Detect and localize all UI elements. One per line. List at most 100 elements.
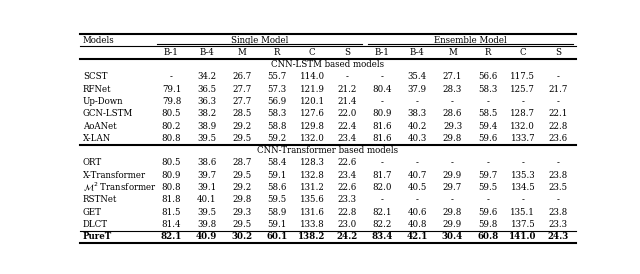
Text: 28.6: 28.6 — [443, 109, 462, 118]
Text: X-LAN: X-LAN — [83, 134, 111, 143]
Text: CNN-Transformer based models: CNN-Transformer based models — [257, 146, 399, 155]
Text: 58.9: 58.9 — [267, 208, 287, 216]
Text: 21.2: 21.2 — [337, 85, 357, 94]
Text: 81.7: 81.7 — [372, 171, 392, 180]
Text: 58.5: 58.5 — [478, 109, 497, 118]
Text: 28.7: 28.7 — [232, 158, 252, 167]
Text: 59.1: 59.1 — [267, 171, 287, 180]
Text: -: - — [522, 158, 524, 167]
Text: 28.3: 28.3 — [443, 85, 462, 94]
Text: -: - — [557, 97, 559, 106]
Text: 23.4: 23.4 — [337, 171, 356, 180]
Text: 22.6: 22.6 — [337, 158, 356, 167]
Text: 60.8: 60.8 — [477, 232, 499, 241]
Text: 59.1: 59.1 — [267, 220, 287, 229]
Text: 131.6: 131.6 — [300, 208, 324, 216]
Text: -: - — [416, 195, 419, 204]
Text: C: C — [520, 48, 526, 57]
Text: 40.3: 40.3 — [408, 134, 427, 143]
Text: -: - — [381, 195, 384, 204]
Text: 83.4: 83.4 — [372, 232, 393, 241]
Text: 27.1: 27.1 — [443, 72, 462, 81]
Text: 133.8: 133.8 — [300, 220, 324, 229]
Text: RFNet: RFNet — [83, 85, 111, 94]
Text: B-4: B-4 — [199, 48, 214, 57]
Text: 82.0: 82.0 — [372, 183, 392, 192]
Text: 39.1: 39.1 — [197, 183, 216, 192]
Text: 81.6: 81.6 — [372, 134, 392, 143]
Text: S: S — [555, 48, 561, 57]
Text: 27.7: 27.7 — [232, 97, 252, 106]
Text: -: - — [522, 97, 524, 106]
Text: 58.6: 58.6 — [267, 183, 287, 192]
Text: 133.7: 133.7 — [511, 134, 535, 143]
Text: 38.6: 38.6 — [197, 158, 216, 167]
Text: -: - — [557, 158, 559, 167]
Text: 79.8: 79.8 — [162, 97, 181, 106]
Text: C: C — [308, 48, 316, 57]
Text: 29.5: 29.5 — [232, 220, 252, 229]
Text: 59.6: 59.6 — [478, 134, 497, 143]
Text: 59.8: 59.8 — [478, 220, 497, 229]
Text: X-Transformer: X-Transformer — [83, 171, 146, 180]
Text: PureT: PureT — [83, 232, 112, 241]
Text: B-1: B-1 — [375, 48, 390, 57]
Text: 80.5: 80.5 — [162, 109, 181, 118]
Text: B-4: B-4 — [410, 48, 425, 57]
Text: Ensemble Model: Ensemble Model — [434, 36, 506, 45]
Text: B-1: B-1 — [164, 48, 179, 57]
Text: -: - — [451, 97, 454, 106]
Text: 135.3: 135.3 — [511, 171, 535, 180]
Text: 29.3: 29.3 — [232, 208, 252, 216]
Text: AoANet: AoANet — [83, 122, 116, 131]
Text: 134.5: 134.5 — [511, 183, 535, 192]
Text: 23.8: 23.8 — [548, 208, 568, 216]
Text: 26.7: 26.7 — [232, 72, 252, 81]
Text: 22.4: 22.4 — [337, 122, 356, 131]
Text: 82.2: 82.2 — [372, 220, 392, 229]
Text: -: - — [451, 195, 454, 204]
Text: $\mathcal{M}^2$ Transformer: $\mathcal{M}^2$ Transformer — [83, 181, 157, 194]
Text: 29.7: 29.7 — [443, 183, 462, 192]
Text: 80.2: 80.2 — [162, 122, 181, 131]
Text: 23.0: 23.0 — [337, 220, 356, 229]
Text: 117.5: 117.5 — [510, 72, 535, 81]
Text: -: - — [170, 72, 173, 81]
Text: 22.0: 22.0 — [337, 109, 357, 118]
Text: 36.5: 36.5 — [197, 85, 216, 94]
Text: -: - — [381, 158, 384, 167]
Text: 22.1: 22.1 — [548, 109, 568, 118]
Text: 120.1: 120.1 — [300, 97, 324, 106]
Text: DLCT: DLCT — [83, 220, 108, 229]
Text: 23.5: 23.5 — [548, 183, 568, 192]
Text: 141.0: 141.0 — [509, 232, 536, 241]
Text: 30.2: 30.2 — [231, 232, 252, 241]
Text: M: M — [237, 48, 246, 57]
Text: 82.1: 82.1 — [161, 232, 182, 241]
Text: 24.2: 24.2 — [337, 232, 358, 241]
Text: 137.5: 137.5 — [511, 220, 535, 229]
Text: 39.7: 39.7 — [197, 171, 216, 180]
Text: 34.2: 34.2 — [197, 72, 216, 81]
Text: 29.9: 29.9 — [443, 171, 462, 180]
Text: 29.5: 29.5 — [232, 171, 252, 180]
Text: 40.9: 40.9 — [196, 232, 217, 241]
Text: 127.6: 127.6 — [300, 109, 324, 118]
Text: -: - — [346, 72, 349, 81]
Text: 80.5: 80.5 — [162, 158, 181, 167]
Text: 28.5: 28.5 — [232, 109, 252, 118]
Text: -: - — [486, 97, 489, 106]
Text: 132.0: 132.0 — [300, 134, 324, 143]
Text: 80.4: 80.4 — [372, 85, 392, 94]
Text: 24.3: 24.3 — [547, 232, 568, 241]
Text: 42.1: 42.1 — [406, 232, 428, 241]
Text: -: - — [381, 72, 384, 81]
Text: 135.6: 135.6 — [300, 195, 324, 204]
Text: -: - — [557, 195, 559, 204]
Text: 80.8: 80.8 — [162, 134, 181, 143]
Text: 59.2: 59.2 — [268, 134, 287, 143]
Text: S: S — [344, 48, 350, 57]
Text: 29.8: 29.8 — [443, 208, 462, 216]
Text: 125.7: 125.7 — [510, 85, 535, 94]
Text: 135.1: 135.1 — [510, 208, 535, 216]
